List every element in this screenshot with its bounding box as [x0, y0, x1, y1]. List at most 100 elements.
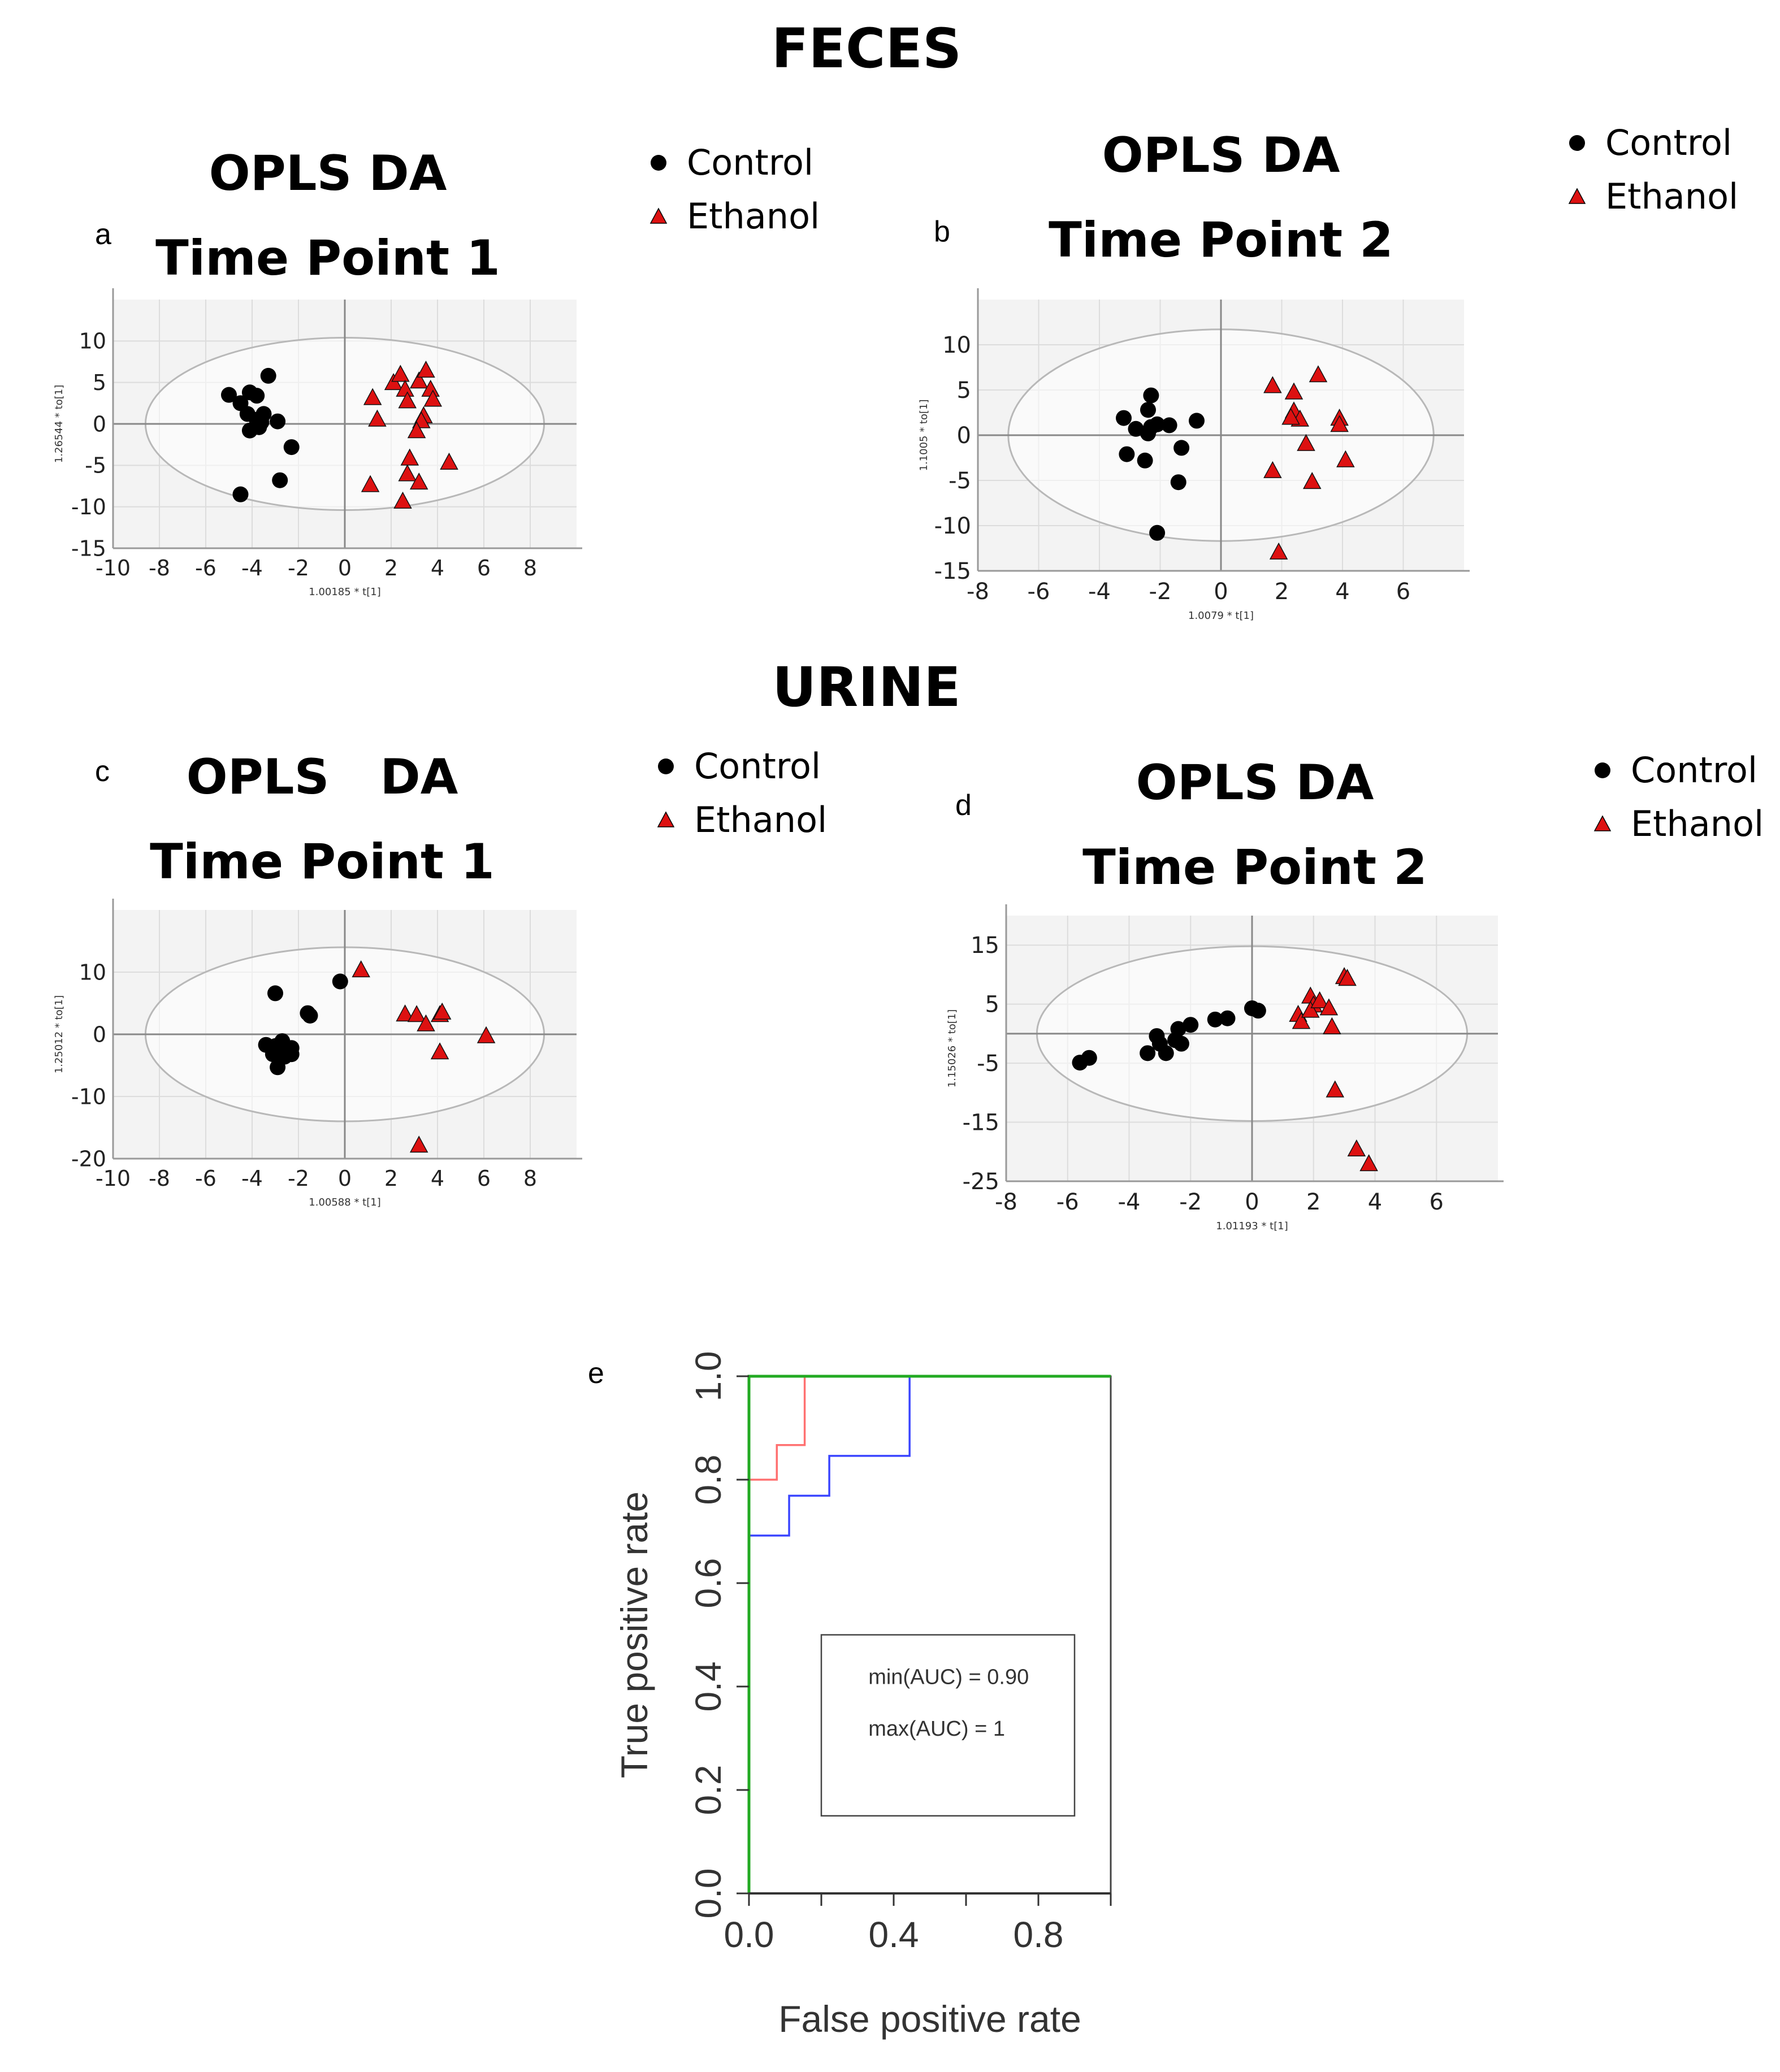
x-tick-label-c: 2: [384, 1166, 398, 1191]
x-tick-label-a: -2: [288, 556, 309, 580]
panel-d-title-line1: OPLS DA: [1136, 755, 1374, 811]
scatter-plot-b: -8 -6 -4 -2 0 2 4 6 -15 -10 -5 0 5 10 1.0079 * t[1] 1.1…: [918, 288, 1470, 622]
y-tick-label-a: -10: [71, 495, 106, 519]
x-tick-label-b: -8: [967, 579, 989, 605]
roc-y-tick-label: 0.0: [688, 1869, 729, 1919]
x-tick-label-c: 6: [477, 1166, 491, 1191]
ethanol-point-a: [440, 452, 458, 470]
roc-x-axis-label: False positive rate: [778, 1998, 1081, 2040]
control-point-b: [1161, 417, 1177, 434]
panel-d-title: OPLS DA Time Point 2: [1057, 740, 1453, 910]
legend-c: Control Ethanol: [655, 739, 827, 847]
urine-section-title: URINE: [772, 656, 961, 719]
roc-x-tick-label: 0.8: [1014, 1914, 1064, 1955]
x-tick-label-a: 4: [431, 556, 444, 580]
ethanol-point-a: [361, 475, 380, 492]
ethanol-point-a: [409, 473, 428, 490]
panel-b-title-line2: Time Point 2: [1049, 212, 1393, 268]
x-tick-label-d: 0: [1245, 1189, 1259, 1215]
ethanol-point-c: [396, 1004, 414, 1022]
panel-e-letter: e: [588, 1357, 604, 1390]
panel-c-title-line2: Time Point 1: [150, 834, 495, 890]
y-axis-label-b: 1.1005 * to[1]: [918, 400, 930, 471]
ethanol-point-a: [393, 491, 412, 509]
y-tick-label-a: -5: [85, 453, 106, 478]
control-point-d: [1140, 1045, 1156, 1061]
y-tick-label-d: -5: [977, 1051, 999, 1077]
ethanol-point-d: [1319, 998, 1339, 1016]
panel-c-title: OPLS DA Time Point 1: [130, 735, 514, 904]
panel-a-title-line2: Time Point 1: [155, 230, 500, 287]
x-tick-label-a: 0: [338, 556, 352, 580]
control-point-a: [270, 413, 286, 430]
ethanol-point-c: [407, 1005, 426, 1022]
legend-c-control: Control: [655, 739, 827, 793]
legend-a-control-label: Control: [687, 142, 814, 183]
legend-c-ethanol-label: Ethanol: [694, 799, 828, 840]
roc-x-tick-label: 0.4: [869, 1914, 919, 1955]
x-tick-label-d: -4: [1118, 1189, 1141, 1215]
control-point-b: [1137, 452, 1153, 469]
x-tick-label-c: -2: [288, 1166, 309, 1191]
control-point-a: [221, 387, 237, 403]
x-tick-label-a: -4: [241, 556, 263, 580]
legend-d-ethanol-label: Ethanol: [1631, 803, 1764, 844]
legend-b-ethanol-marker: [1568, 187, 1586, 204]
ethanol-point-b: [1309, 365, 1328, 383]
control-point-d: [1219, 1010, 1236, 1026]
y-axis-label-c: 1.25012 * to[1]: [53, 995, 65, 1073]
legend-b-control-marker: [1569, 135, 1585, 151]
panel-a-letter: a: [95, 218, 111, 251]
x-tick-label-b: -6: [1028, 579, 1050, 605]
control-point-b: [1116, 410, 1132, 426]
x-axis-label-a: 1.00185 * t[1]: [309, 586, 380, 598]
x-axis-label-d: 1.01193 * t[1]: [1216, 1220, 1288, 1232]
y-tick-label-d: -15: [963, 1110, 999, 1136]
y-tick-label-c: 0: [93, 1022, 106, 1047]
control-point-d: [1158, 1045, 1174, 1061]
roc-curve-blue: [748, 1375, 1111, 1893]
x-tick-label-c: -6: [195, 1166, 216, 1191]
control-point-b: [1149, 524, 1166, 541]
y-tick-label-b: -5: [949, 468, 971, 494]
ethanol-point-d: [1338, 969, 1357, 986]
x-tick-label-a: -8: [149, 556, 170, 580]
panel-b-letter: b: [934, 215, 950, 248]
roc-y-tick-label: 0.2: [688, 1765, 729, 1815]
control-point-d: [1207, 1011, 1223, 1028]
x-tick-label-d: -2: [1179, 1189, 1202, 1215]
x-tick-label-d: 4: [1368, 1189, 1382, 1215]
x-axis-label-c: 1.00588 * t[1]: [309, 1197, 380, 1208]
control-point-b: [1119, 446, 1135, 462]
control-point-b: [1128, 421, 1144, 437]
panel-a-title: OPLS DA Time Point 1: [136, 131, 520, 301]
x-tick-label-b: -4: [1088, 579, 1111, 605]
x-tick-label-c: -4: [241, 1166, 263, 1191]
control-point-b: [1143, 387, 1159, 404]
control-point-d: [1081, 1050, 1097, 1066]
ethanol-point-b: [1302, 472, 1322, 489]
ethanol-point-d: [1359, 1154, 1378, 1172]
control-point-b: [1140, 425, 1156, 441]
legend-b-control: Control: [1566, 116, 1738, 170]
ethanol-point-d: [1347, 1139, 1366, 1157]
ethanol-point-b: [1284, 382, 1303, 400]
y-axis-label-a: 1.26544 * to[1]: [53, 385, 65, 463]
x-tick-label-b: -2: [1149, 579, 1172, 605]
legend-d: Control Ethanol: [1591, 743, 1764, 851]
ethanol-point-a: [400, 448, 419, 466]
ethanol-point-a: [384, 373, 403, 391]
ethanol-point-b: [1336, 450, 1355, 467]
x-tick-label-d: -8: [995, 1189, 1017, 1215]
panel-b-title: OPLS DA Time Point 2: [1023, 113, 1419, 283]
y-tick-label-c: -10: [71, 1084, 106, 1109]
ethanol-point-a: [363, 388, 382, 405]
ethanol-point-a: [423, 389, 443, 407]
control-point-a: [260, 367, 276, 384]
legend-a-ethanol-label: Ethanol: [687, 196, 820, 237]
x-tick-label-c: -10: [96, 1166, 131, 1191]
y-tick-label-a: 5: [93, 370, 106, 395]
control-point-c: [267, 985, 283, 1002]
control-point-c: [283, 1046, 300, 1063]
